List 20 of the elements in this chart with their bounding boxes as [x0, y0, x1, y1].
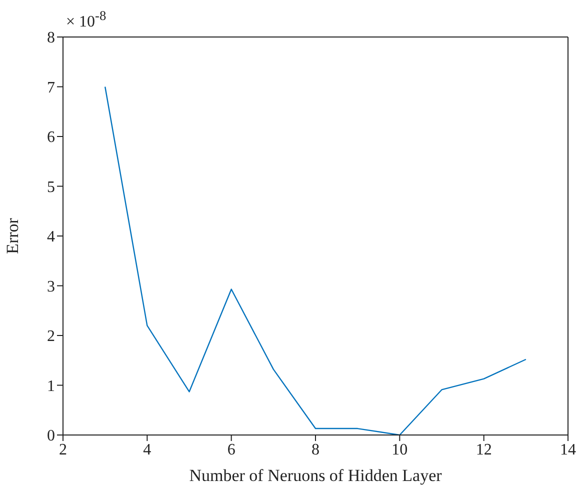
y-axis-title: Error [3, 218, 22, 254]
y-tick-label: 5 [47, 178, 55, 196]
x-tick-label: 14 [560, 441, 576, 458]
y-tick-label: 4 [47, 228, 55, 246]
y-tick-label: 0 [47, 428, 55, 445]
x-tick-label: 4 [143, 441, 152, 458]
x-axis-title: Number of Neruons of Hidden Layer [189, 466, 442, 485]
x-tick-label: 12 [476, 441, 492, 458]
x-tick-label: 2 [59, 441, 67, 458]
x-tick-label: 6 [227, 441, 236, 458]
y-tick-label: 2 [47, 328, 55, 346]
y-tick-label: 3 [47, 278, 55, 296]
y-tick-label: 1 [47, 378, 55, 395]
text: × 10$^{-8}$ [66, 8, 106, 32]
line-series [104, 86, 527, 435]
x-tick-label: 8 [312, 441, 320, 458]
y-tick-label: 7 [47, 79, 55, 96]
y-tick-label: 6 [47, 129, 55, 146]
y-tick-label: 8 [47, 30, 55, 47]
x-tick-label: 10 [392, 441, 408, 458]
